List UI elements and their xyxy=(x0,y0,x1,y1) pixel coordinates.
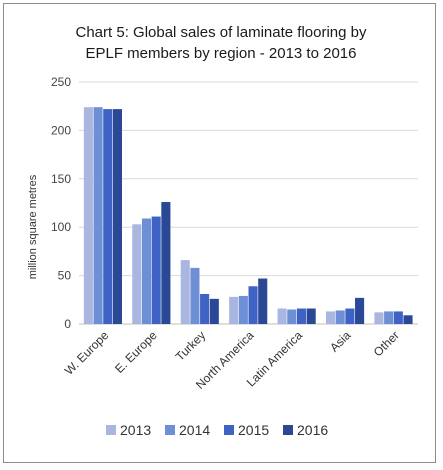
bar-asia-2016 xyxy=(355,297,365,324)
bar-turkey-2015 xyxy=(200,293,210,324)
bar-latin-america-2016 xyxy=(306,308,316,324)
legend-swatch-2013 xyxy=(106,425,116,435)
bar-w-europe-2014 xyxy=(93,107,103,324)
bar-north-america-2016 xyxy=(258,278,268,324)
bar-asia-2013 xyxy=(325,311,336,324)
bar-north-america-2013 xyxy=(229,296,239,324)
bar-e-europe-2013 xyxy=(132,224,142,324)
bar-e-europe-2015 xyxy=(151,216,161,324)
bar-other-2016 xyxy=(403,315,413,324)
chart-title-line-2: EPLF members by region - 2013 to 2016 xyxy=(86,45,357,62)
y-tick-label: 100 xyxy=(51,220,71,234)
bars xyxy=(83,107,413,324)
category-label: W. Europe xyxy=(62,328,112,378)
chart-frame xyxy=(3,3,436,463)
legend-swatch-2016 xyxy=(283,425,293,435)
bar-turkey-2013 xyxy=(180,260,190,324)
y-axis-label: million square metres xyxy=(27,174,39,279)
bar-north-america-2015 xyxy=(248,286,258,324)
bar-latin-america-2015 xyxy=(296,308,307,324)
bar-w-europe-2015 xyxy=(103,109,113,324)
legend: 2013 2014 2015 2016 xyxy=(106,422,328,438)
legend-label: 2013 xyxy=(120,422,151,438)
legend-label: 2014 xyxy=(179,422,210,438)
bar-asia-2015 xyxy=(345,308,355,324)
bar-e-europe-2016 xyxy=(161,202,171,324)
bar-latin-america-2013 xyxy=(277,308,287,324)
legend-swatch-2014 xyxy=(165,425,175,435)
chart-title-line-1: Chart 5: Global sales of laminate floori… xyxy=(76,24,367,41)
y-tick-label: 150 xyxy=(51,172,71,186)
category-label: Asia xyxy=(327,328,354,355)
bar-other-2015 xyxy=(393,311,403,324)
bar-asia-2014 xyxy=(335,310,345,324)
bar-w-europe-2016 xyxy=(112,109,122,324)
bar-other-2014 xyxy=(384,311,394,324)
category-label: Other xyxy=(371,328,402,359)
bar-e-europe-2014 xyxy=(141,218,152,324)
bar-turkey-2014 xyxy=(190,267,200,324)
legend-swatch-2015 xyxy=(224,425,234,435)
y-tick-label: 250 xyxy=(51,75,71,89)
y-tick-label: 0 xyxy=(64,317,71,331)
legend-label: 2015 xyxy=(238,422,269,438)
bar-turkey-2016 xyxy=(209,298,219,324)
category-label: E. Europe xyxy=(112,328,160,376)
y-tick-label: 200 xyxy=(51,123,71,137)
y-tick-labels: 0 50 100 150 200 250 xyxy=(51,75,71,331)
y-tick-label: 50 xyxy=(58,269,72,283)
category-label: Turkey xyxy=(173,328,209,364)
bar-other-2013 xyxy=(374,312,384,324)
bar-w-europe-2013 xyxy=(83,107,93,324)
bar-latin-america-2014 xyxy=(287,309,297,324)
bar-north-america-2014 xyxy=(238,295,248,324)
legend-label: 2016 xyxy=(297,422,328,438)
